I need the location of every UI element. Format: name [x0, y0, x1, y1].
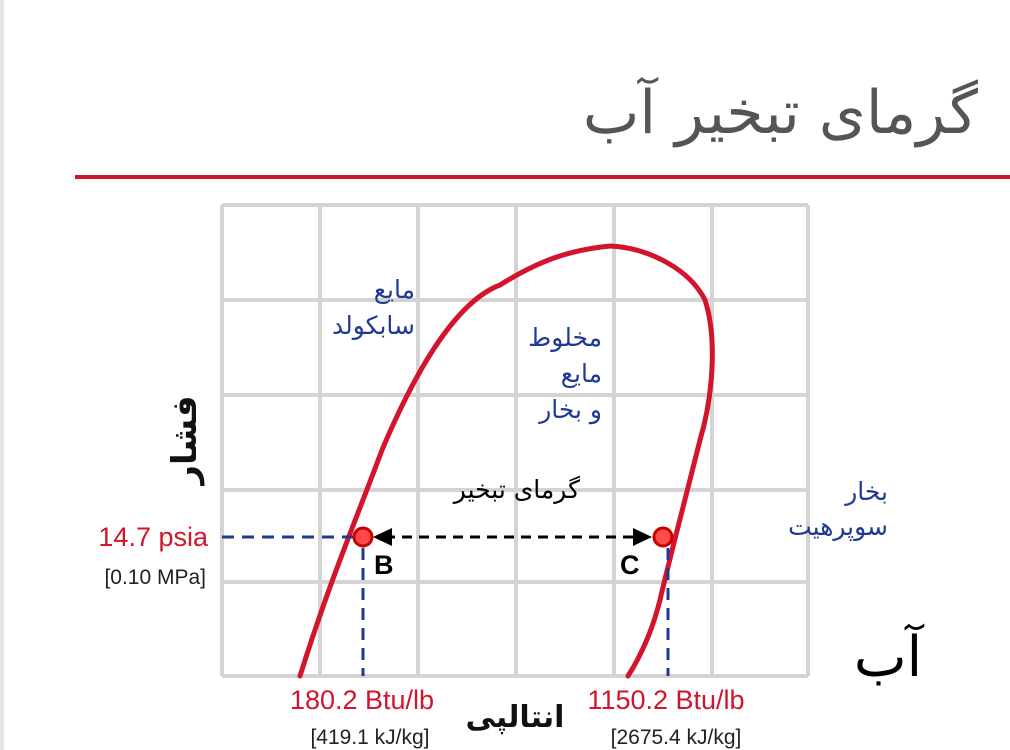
subcooled-label-line2: سابکولد	[332, 311, 415, 340]
latent-heat-label: گرمای تبخیر	[452, 475, 580, 504]
point-c-marker	[652, 526, 674, 548]
pressure-value: 14.7 psia	[98, 522, 209, 552]
arrow-head-right	[633, 528, 652, 546]
y-axis-label: فشار	[165, 395, 205, 486]
subcooled-label-line1: مایع	[374, 275, 415, 305]
point-b-label: B	[374, 550, 394, 580]
point-b-enthalpy: 180.2 Btu/lb	[290, 685, 434, 715]
point-c-enthalpy: 1150.2 Btu/lb	[587, 685, 744, 715]
superheated-label-line2: سوپرهیت	[788, 512, 888, 541]
page-title: گرمای تبخیر آب	[582, 78, 978, 148]
title-underline	[75, 175, 1010, 179]
mixture-label-line1: مخلوط	[528, 323, 602, 352]
point-b-enthalpy-si: [419.1 kJ/kg]	[310, 726, 429, 749]
mixture-label-line3: و بخار	[537, 395, 602, 425]
point-b-marker	[352, 526, 374, 548]
mixture-label-line2: مایع	[561, 359, 602, 389]
x-axis-label: انتالپی	[466, 700, 565, 735]
pressure-si: [0.10 MPa]	[104, 566, 206, 589]
point-c-label: C	[620, 550, 640, 580]
saturation-dome-curve	[297, 243, 715, 679]
point-c-enthalpy-si: [2675.4 kJ/kg]	[611, 726, 742, 749]
left-edge-rule	[0, 0, 4, 750]
arrow-head-left	[373, 528, 392, 546]
substance-label: آب	[854, 623, 925, 690]
superheated-label-line1: بخار	[843, 477, 888, 506]
